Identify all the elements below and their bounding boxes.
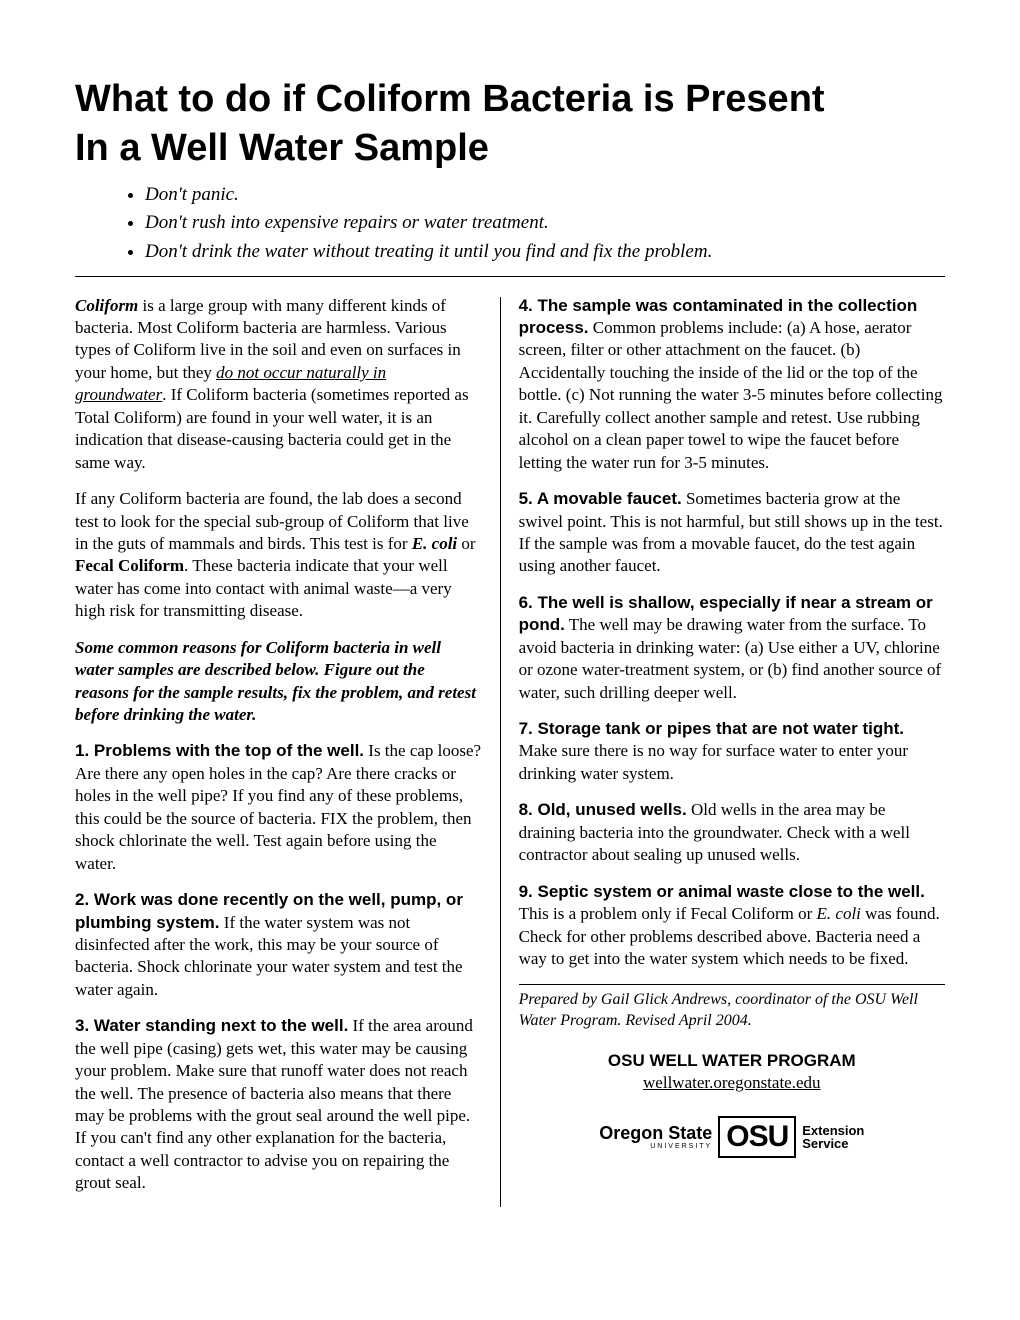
reason-3-body: If the area around the well pipe (casing… xyxy=(75,1016,473,1192)
body-text: If any Coliform bacteria are found, the … xyxy=(75,489,469,553)
osu-logo: Oregon State UNIVERSITY OSU Extension Se… xyxy=(519,1116,945,1158)
reason-6: 6. The well is shallow, especially if ne… xyxy=(519,592,945,704)
reason-7: 7. Storage tank or pipes that are not wa… xyxy=(519,718,945,785)
reason-9-body: This is a problem only if Fecal Coliform… xyxy=(519,904,817,923)
reason-1-heading: 1. Problems with the top of the well. xyxy=(75,741,364,760)
intro-bullet-list: Don't panic. Don't rush into expensive r… xyxy=(145,182,945,266)
reason-5: 5. A movable faucet. Sometimes bacteria … xyxy=(519,488,945,578)
intro-paragraph-1: Coliform is a large group with many diff… xyxy=(75,295,482,475)
term-ecoli: E. coli xyxy=(412,534,457,553)
reason-1: 1. Problems with the top of the well. Is… xyxy=(75,740,482,875)
body-text: or xyxy=(457,534,475,553)
page-title: What to do if Coliform Bacteria is Prese… xyxy=(75,75,945,174)
intro-bullet: Don't panic. xyxy=(145,182,945,209)
reason-2: 2. Work was done recently on the well, p… xyxy=(75,889,482,1001)
right-column: 4. The sample was contaminated in the co… xyxy=(501,295,945,1209)
program-info-block: OSU WELL WATER PROGRAM wellwater.oregons… xyxy=(519,1050,945,1159)
section-divider xyxy=(75,276,945,277)
reason-3: 3. Water standing next to the well. If t… xyxy=(75,1015,482,1195)
logo-osu-block: OSU xyxy=(718,1116,796,1158)
reason-3-heading: 3. Water standing next to the well. xyxy=(75,1016,348,1035)
attribution-text: Prepared by Gail Glick Andrews, coordina… xyxy=(519,984,945,1031)
term-coliform: Coliform xyxy=(75,296,138,315)
reason-9: 9. Septic system or animal waste close t… xyxy=(519,881,945,971)
intro-paragraph-2: If any Coliform bacteria are found, the … xyxy=(75,488,482,623)
reason-8-heading: 8. Old, unused wells. xyxy=(519,800,687,819)
reason-1-body: Is the cap loose? Are there any open hol… xyxy=(75,741,481,872)
reason-4-body: Common problems include: (a) A hose, aer… xyxy=(519,318,943,472)
reason-4: 4. The sample was contaminated in the co… xyxy=(519,295,945,475)
left-column: Coliform is a large group with many diff… xyxy=(75,295,500,1209)
title-line-1: What to do if Coliform Bacteria is Prese… xyxy=(75,78,825,120)
reason-7-heading: 7. Storage tank or pipes that are not wa… xyxy=(519,719,904,738)
reason-5-heading: 5. A movable faucet. xyxy=(519,489,682,508)
logo-university-text: UNIVERSITY xyxy=(599,1142,712,1151)
intro-bullet: Don't rush into expensive repairs or wat… xyxy=(145,210,945,237)
title-line-2: In a Well Water Sample xyxy=(75,127,489,169)
reason-6-body: The well may be drawing water from the s… xyxy=(519,615,942,701)
program-url: wellwater.oregonstate.edu xyxy=(519,1072,945,1094)
instructions-paragraph: Some common reasons for Coliform bacteri… xyxy=(75,637,482,727)
term-ecoli: E. coli xyxy=(817,904,861,923)
logo-ext-bot: Service xyxy=(802,1136,848,1151)
logo-left: Oregon State UNIVERSITY xyxy=(599,1124,712,1151)
term-fecal-coliform: Fecal Coliform xyxy=(75,556,184,575)
reason-8: 8. Old, unused wells. Old wells in the a… xyxy=(519,799,945,866)
reason-9-heading: 9. Septic system or animal waste close t… xyxy=(519,882,925,901)
intro-bullet: Don't drink the water without treating i… xyxy=(145,239,945,266)
program-title: OSU WELL WATER PROGRAM xyxy=(519,1050,945,1072)
logo-oregon-state-text: Oregon State xyxy=(599,1124,712,1142)
two-column-layout: Coliform is a large group with many diff… xyxy=(75,295,945,1209)
reason-7-body: Make sure there is no way for surface wa… xyxy=(519,741,908,782)
logo-extension-text: Extension Service xyxy=(802,1124,864,1151)
